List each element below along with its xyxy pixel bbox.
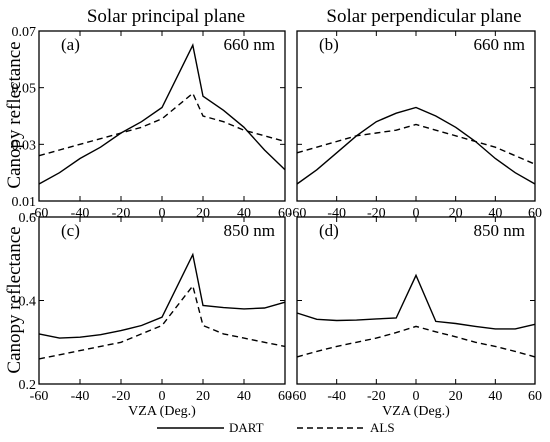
x-tick-label: -40 <box>71 389 90 404</box>
x-tick-label: 0 <box>413 389 420 404</box>
column-title-right: Solar perpendicular plane <box>326 6 521 27</box>
series-dart-line <box>38 252 286 339</box>
panel-label: (c) <box>61 221 80 240</box>
x-tick-label: 60 <box>278 389 292 404</box>
legend: DART ALS <box>157 420 395 435</box>
x-tick-label: -20 <box>112 389 131 404</box>
plot-frame <box>38 30 286 202</box>
panel-3: -60 -40 -20 0 20 40 60 0.2 0.4 0.6 (c) 850 nm VZA (D… <box>19 211 293 419</box>
y-axis-label-top: Canopy reflectance <box>4 41 25 188</box>
x-tick-label: 20 <box>196 389 210 404</box>
x-axis-label: VZA (Deg.) <box>128 404 196 419</box>
y-tick-label: 0.03 <box>12 138 37 153</box>
panel-label: (a) <box>61 35 80 54</box>
series-dart-line <box>296 273 536 330</box>
series-als-line <box>38 284 286 360</box>
panel-1: -60 -40 -20 0 20 40 600.010.030.050.07(a) 660 n… <box>12 25 293 221</box>
series-als-line <box>38 92 286 157</box>
panel-4: -60 -40 -20 0 20 40 60 (d) 850 nm VZA (Deg.) <box>288 216 542 419</box>
x-tick-label: 0 <box>159 206 166 221</box>
panels: -60 -40 -20 0 20 40 60 0.01 0.03 0.05 0.07 (a) 660 n… <box>12 25 543 419</box>
series-als-line <box>296 123 536 165</box>
legend-als-label: ALS <box>370 420 395 435</box>
x-tick-label: 40 <box>237 389 251 404</box>
wavelength-label: 660 nm <box>224 35 275 54</box>
x-tick-label: 20 <box>449 389 463 404</box>
plot-frame <box>38 216 286 385</box>
wavelength-label: 660 nm <box>474 35 525 54</box>
x-tick-label: 60 <box>528 389 542 404</box>
y-tick-label: 0.01 <box>12 195 37 210</box>
wavelength-label: 850 nm <box>474 221 525 240</box>
y-tick-label: 0.07 <box>12 25 37 40</box>
series-als-line <box>296 325 536 358</box>
panel-label: (d) <box>319 221 339 240</box>
x-tick-label: -20 <box>367 389 386 404</box>
legend-dart-label: DART <box>229 420 264 435</box>
x-axis-label: VZA (Deg.) <box>382 404 450 419</box>
panel-label: (b) <box>319 35 339 54</box>
x-tick-label: 40 <box>488 389 502 404</box>
plot-frame <box>296 30 536 202</box>
x-tick-label: -40 <box>327 389 346 404</box>
x-tick-label: 0 <box>159 389 166 404</box>
panel-2: -60 -40 -20 0 20 40 60(b) 660 nm <box>288 30 542 221</box>
y-tick-label: 0.6 <box>19 211 37 226</box>
plot-frame <box>296 216 536 385</box>
x-tick-label: -60 <box>30 389 49 404</box>
y-tick-label: 0.05 <box>12 82 37 97</box>
y-tick-label: 0.2 <box>19 378 37 393</box>
series-dart-line <box>38 43 286 185</box>
wavelength-label: 850 nm <box>224 221 275 240</box>
x-tick-label: -60 <box>288 389 307 404</box>
series-dart-line <box>296 106 536 185</box>
y-axis-label-bottom: Canopy reflectance <box>4 226 25 373</box>
column-title-left: Solar principal plane <box>87 6 245 27</box>
y-tick-label: 0.4 <box>19 295 37 310</box>
x-tick-label: 0 <box>413 206 420 221</box>
